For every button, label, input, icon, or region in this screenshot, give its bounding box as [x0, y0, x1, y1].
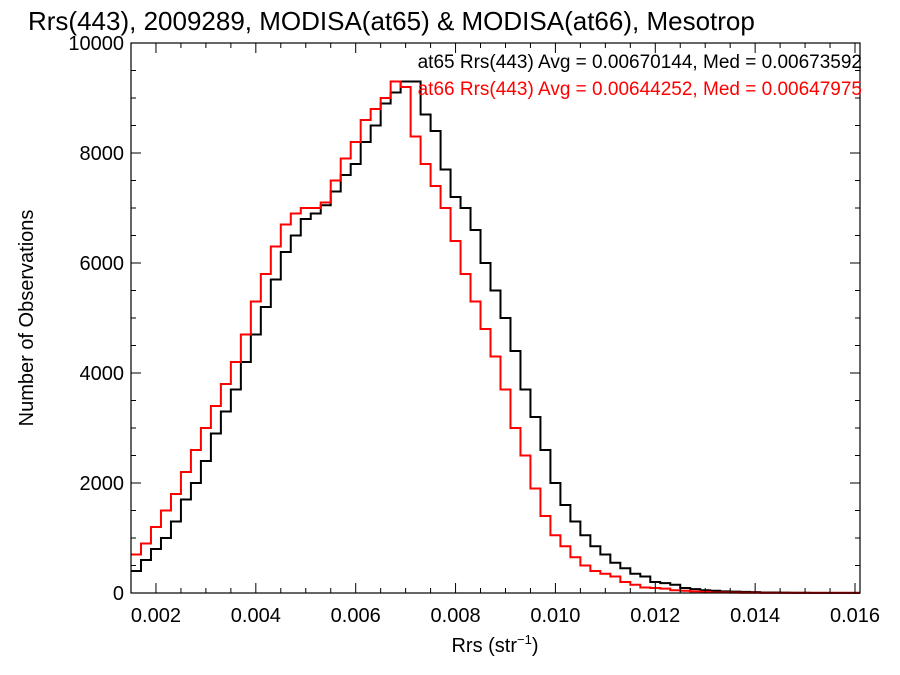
- legend-entry-at65: at65 Rrs(443) Avg = 0.00670144, Med = 0.…: [418, 52, 862, 73]
- ticks-layer: 0.002 0.004 0.006 0.008 0.010 0.012 0.014 0.016…: [68, 33, 880, 627]
- x-axis-label-main: Rrs (str: [451, 635, 517, 657]
- y-tick-label: 10000: [68, 33, 124, 55]
- x-tick-label: 0.006: [331, 605, 381, 627]
- y-tick-label: 6000: [80, 253, 125, 275]
- x-axis-label-suffix: ): [532, 635, 539, 657]
- x-axis-label: Rrs (str−1): [451, 632, 538, 657]
- x-axis-label-superscript: −1: [517, 632, 532, 647]
- x-tick-label: 0.016: [830, 605, 880, 627]
- y-tick-label: 8000: [80, 143, 125, 165]
- chart-title: Rrs(443), 2009289, MODISA(at65) & MODISA…: [28, 6, 755, 36]
- x-tick-label: 0.010: [530, 605, 580, 627]
- x-tick-label: 0.004: [231, 605, 281, 627]
- x-tick-label: 0.012: [630, 605, 680, 627]
- legend-entry-at66: at66 Rrs(443) Avg = 0.00644252, Med = 0.…: [418, 79, 862, 100]
- x-tick-label: 0.014: [730, 605, 780, 627]
- series-line-at66: [131, 80, 860, 594]
- y-tick-label: 0: [113, 583, 124, 605]
- data-layer: [131, 80, 860, 594]
- y-tick-label: 4000: [80, 363, 125, 385]
- series-line-at65: [131, 80, 860, 594]
- x-tick-label: 0.002: [131, 605, 181, 627]
- y-axis-label: Number of Observations: [16, 210, 38, 427]
- y-tick-label: 2000: [80, 473, 125, 495]
- x-tick-label: 0.008: [431, 605, 481, 627]
